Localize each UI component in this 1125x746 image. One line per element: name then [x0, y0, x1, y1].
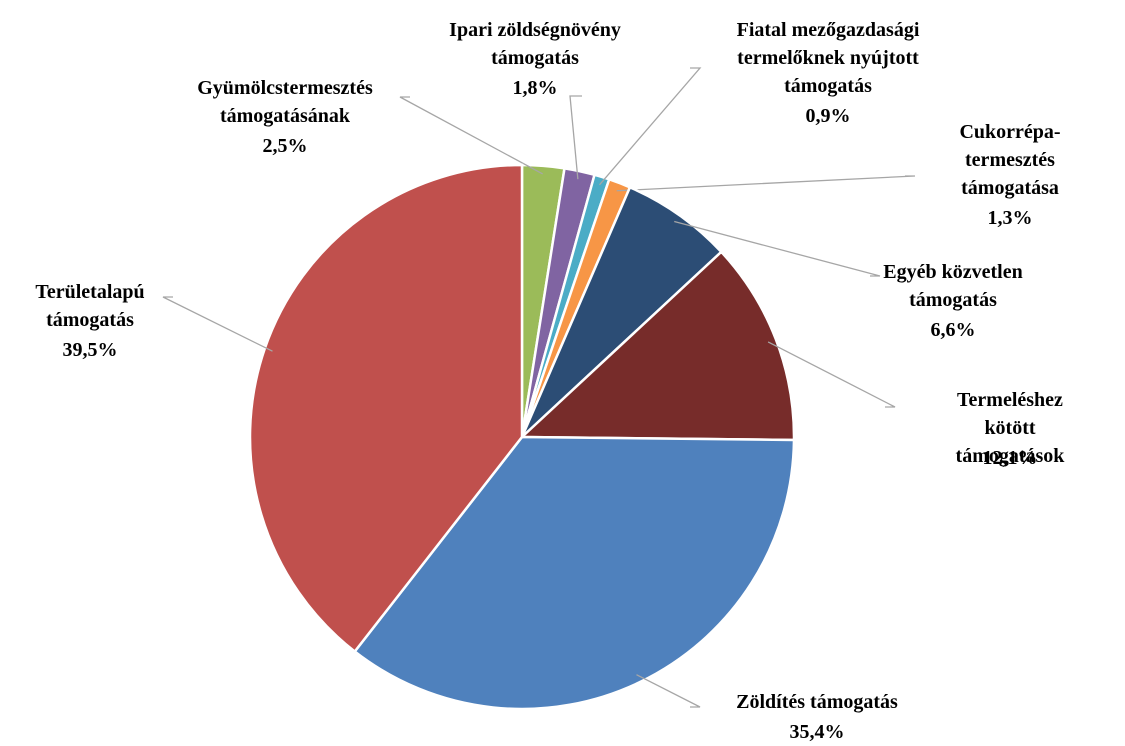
pie-slice: [518, 250, 796, 442]
slice-label: Cukorrépa- termesztés támogatása: [959, 121, 1061, 199]
leader-line: [767, 341, 896, 408]
leader-line: [162, 296, 273, 352]
value-label: 1,8%: [512, 77, 558, 99]
pie-slice: [248, 163, 524, 654]
slice-label: Termeléshez kötött támogatások: [955, 389, 1065, 467]
slice-label: Ipari zöldségnövény támogatás: [449, 19, 621, 69]
slice-label: Gyümölcstermesztés támogatásának: [197, 77, 373, 127]
leader-line: [569, 95, 582, 180]
leader-line: [674, 220, 881, 277]
pie-slice: [353, 435, 796, 711]
value-label: 6,6%: [930, 319, 976, 341]
leader-line: [399, 96, 543, 175]
leader-line: [616, 175, 916, 192]
value-label: 0,9%: [805, 105, 851, 127]
value-label: 35,4%: [789, 721, 845, 743]
slice-label: Zöldítés támogatás: [736, 691, 898, 713]
slice-label: Egyéb közvetlen támogatás: [883, 261, 1023, 311]
value-label: 12,1%: [982, 447, 1038, 469]
value-label: 2,5%: [262, 135, 308, 157]
slice-label: Területalapú támogatás: [35, 281, 145, 331]
pie-slice: [520, 185, 724, 438]
value-label: 1,3%: [987, 207, 1033, 229]
leader-line: [599, 67, 702, 186]
slice-label: Fiatal mezőgazdasági termelőknek nyújtot…: [736, 19, 920, 97]
leader-line: [636, 674, 701, 708]
value-label: 39,5%: [62, 339, 118, 361]
